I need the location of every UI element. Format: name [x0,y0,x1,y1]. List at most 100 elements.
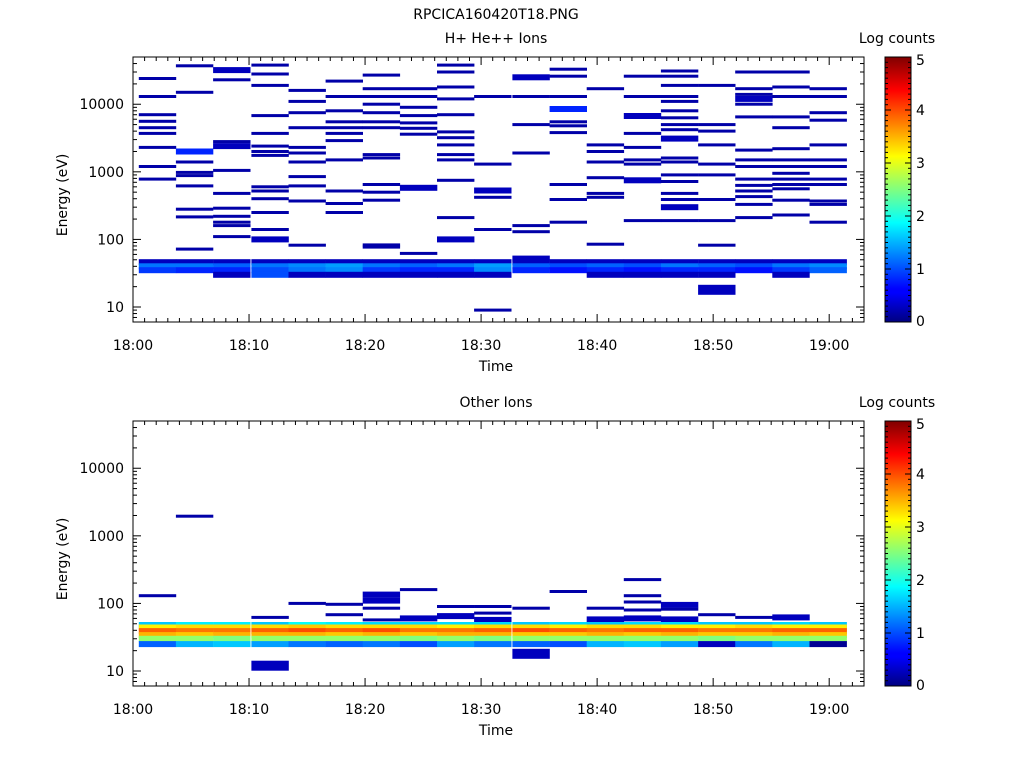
heatmap-cell [809,183,847,186]
heatmap-cell [698,635,736,642]
y-tick-label: 10 [106,664,124,680]
heatmap-cell [698,198,736,201]
heatmap-cell [623,259,662,266]
heatmap-cell [138,594,177,598]
heatmap-cell [437,605,475,608]
heatmap-cell [772,259,810,266]
heatmap-cell [474,628,512,635]
heatmap-cell [251,131,289,135]
panel-title: Other Ions [459,395,532,411]
heatmap-cell [399,132,438,136]
colorbar [884,420,912,687]
heatmap-cell [362,153,401,157]
heatmap-cell [772,115,810,119]
heatmap-cell [660,624,699,631]
heatmap-cell [288,628,326,635]
heatmap-cell [512,259,550,266]
heatmap-cell [660,263,699,270]
heatmap-cell [512,224,550,228]
heatmap-cell [399,588,438,592]
heatmap-cell [698,219,736,223]
heatmap-cell [735,635,773,642]
y-tick-label: 10000 [79,97,124,113]
heatmap-cell [138,126,177,130]
heatmap-cell [809,177,847,181]
heatmap-cell [586,242,625,246]
heatmap-cell [288,199,326,203]
heatmap-cell [474,632,512,639]
heatmap-cell [512,632,550,639]
colorbar-tick-label: 3 [916,520,925,536]
x-tick-label: 18:50 [693,338,733,354]
heatmap-cell [213,271,251,278]
heatmap-cell [549,220,587,224]
heatmap-cell [288,88,326,92]
colorbar-tick-label: 1 [916,626,925,642]
heatmap-cell [213,214,251,218]
heatmap-cell [474,611,512,615]
heatmap-cell [325,263,363,270]
heatmap-cell [660,128,699,132]
heatmap-cell [698,129,736,133]
heatmap-cell [549,263,587,270]
x-tick-label: 18:10 [229,338,269,354]
heatmap-cell [175,207,214,211]
heatmap-cell [660,628,699,635]
x-tick-label: 18:40 [577,338,617,354]
panel-h-ions: H+ He++ Ions 18:00 18:10 18:20 18:30 18:40 18… [55,31,935,375]
plot-frame [132,420,865,687]
heatmap-cells [138,514,847,671]
heatmap-cell [288,635,326,642]
heatmap-cell [549,106,587,112]
heatmap-cell [549,632,587,639]
heatmap-cell [623,615,662,622]
heatmap-cell [735,177,773,181]
heatmap-cell [660,641,699,648]
heatmap-cell [586,628,625,635]
heatmap-cell [698,243,736,247]
y-tick-label: 10000 [79,461,124,477]
heatmap-cell [735,195,773,199]
heatmap-cell [549,641,587,648]
heatmap-cell [437,85,475,89]
heatmap-cell [660,180,699,183]
heatmap-cell [623,594,662,598]
heatmap-cell [474,635,512,642]
heatmap-cell [288,99,326,103]
heatmap-cell [549,590,587,593]
heatmap-cell [549,259,587,266]
heatmap-cell [325,211,363,214]
heatmap-cell [698,632,736,639]
heatmap-cell [809,199,847,203]
heatmap-cell [586,191,625,195]
heatmap-cell [586,624,625,631]
heatmap-cell [213,267,251,274]
heatmap-cell [325,79,363,83]
heatmap-cell [138,119,177,123]
heatmap-cell [698,284,736,295]
x-tick-label: 18:20 [345,338,385,354]
heatmap-cell [735,202,773,206]
heatmap-cell [698,259,736,266]
heatmap-cell [623,271,662,278]
heatmap-cell [772,267,810,274]
heatmap-cell [623,578,662,582]
heatmap-cell [399,635,438,642]
heatmap-cell [399,121,438,125]
heatmap-cell [660,95,699,98]
y-axis: 10 100 1000 10000 [79,56,864,323]
y-axis-label: Energy (eV) [55,154,71,237]
heatmap-cell [399,95,438,98]
heatmap-cell [325,613,363,617]
heatmap-cell [175,90,214,94]
heatmap-cell [623,95,662,98]
heatmap-cell [735,148,773,152]
x-axis-label: Time [478,359,513,375]
heatmap-cell [549,74,587,78]
heatmap-cell [251,660,289,671]
heatmap-cell [660,123,699,127]
heatmap-cell [549,120,587,124]
y-axis: 10 100 1000 10000 [79,420,864,687]
heatmap-cell [512,151,550,155]
heatmap-cell [623,219,662,223]
